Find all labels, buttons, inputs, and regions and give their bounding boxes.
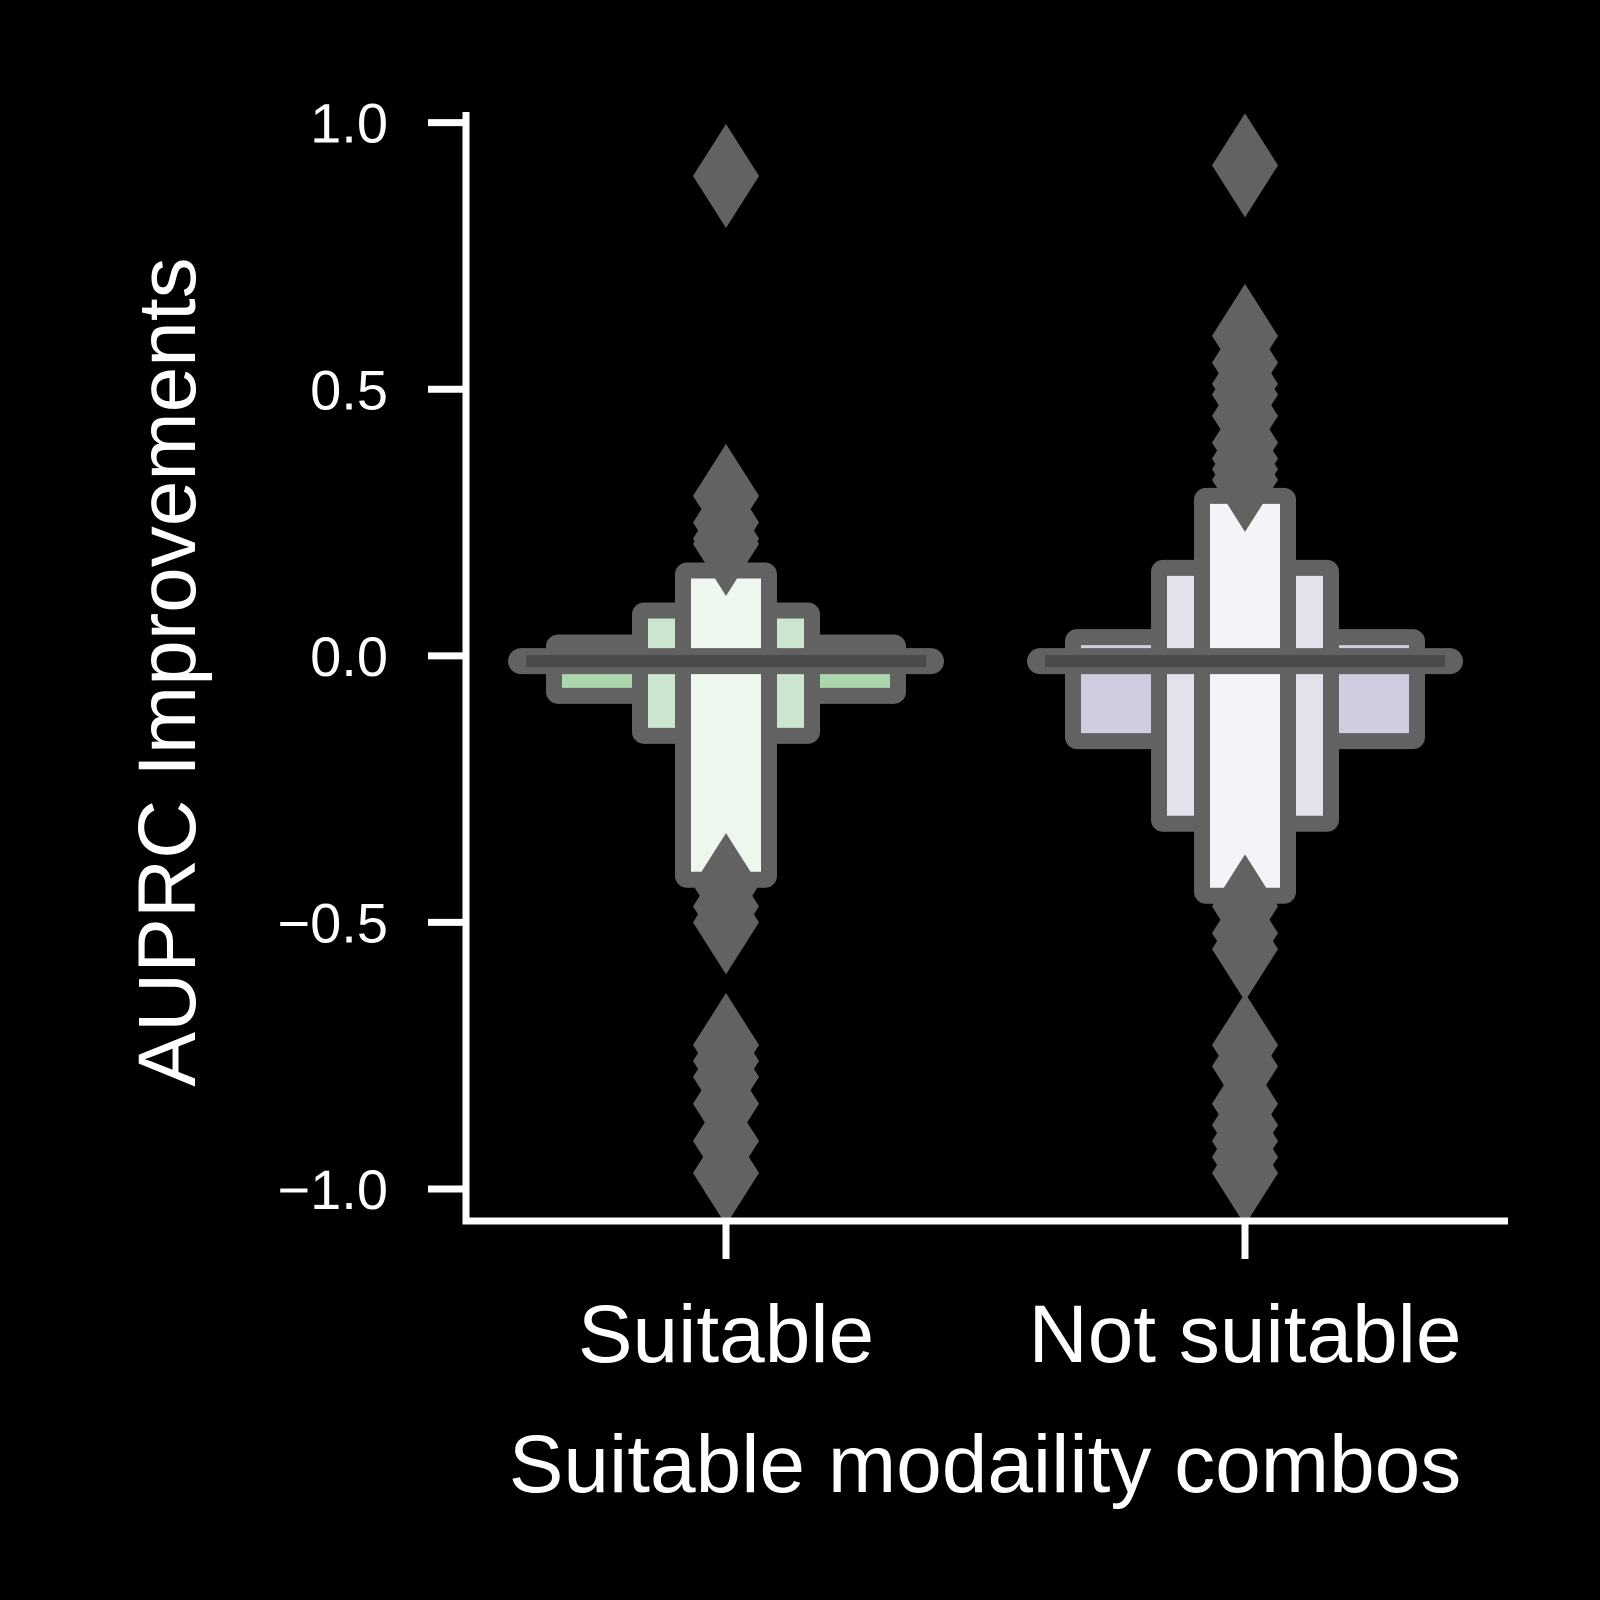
outlier-point (693, 123, 759, 228)
outlier-point (693, 1121, 759, 1226)
y-ticks: 1.0 0.5 0.0 −0.5 −1.0 (277, 92, 466, 1221)
x-axis-title: Suitable modaility combos (509, 1419, 1462, 1510)
axes-layer (462, 112, 1508, 1225)
outlier-point (693, 870, 759, 975)
boxen-layer (546, 487, 1425, 904)
x-tick-label: Not suitable (1028, 1289, 1461, 1380)
outlier-layer (693, 113, 1278, 1226)
boxen-box (1194, 487, 1296, 904)
outlier-point (693, 491, 759, 596)
outlier-point (1212, 1121, 1278, 1226)
x-tick-label: Suitable (578, 1289, 874, 1380)
outlier-point (1212, 113, 1278, 218)
y-tick-label: −0.5 (277, 891, 388, 954)
y-tick-label: 0.5 (310, 358, 388, 421)
y-axis-title: AUPRC Improvements (122, 257, 213, 1086)
outlier-point (1212, 897, 1278, 1002)
x-ticks: Suitable Not suitable (578, 1221, 1462, 1380)
y-tick-label: 1.0 (310, 92, 388, 155)
y-tick-label: −1.0 (277, 1158, 388, 1221)
outlier-point (1212, 427, 1278, 532)
y-tick-label: 0.0 (310, 625, 388, 688)
